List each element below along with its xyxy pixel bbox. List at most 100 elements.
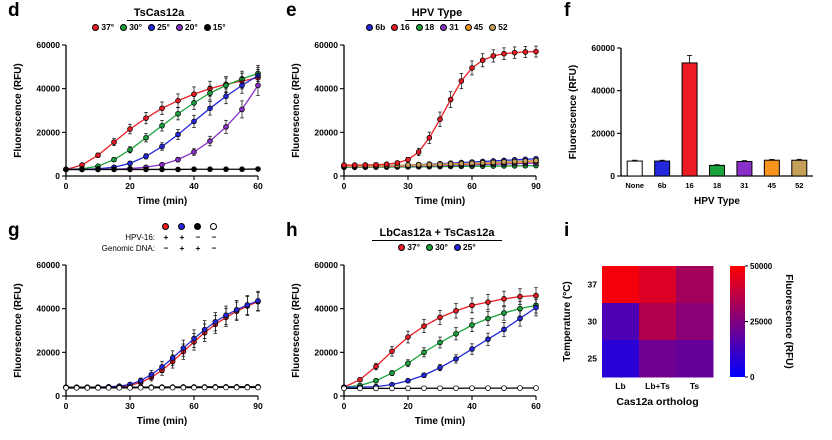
- data-point: [143, 115, 149, 121]
- legend-h: 37° 30° 25°: [320, 242, 554, 252]
- legend-marker-icon: [209, 223, 217, 231]
- data-point: [127, 160, 133, 167]
- legend-label: 16: [400, 22, 410, 32]
- heatmap-cell-25-ts: [676, 340, 714, 378]
- condition-value: +: [195, 243, 201, 254]
- data-point: [207, 105, 213, 112]
- data-point: [73, 385, 80, 391]
- data-point: [453, 308, 459, 314]
- data-point: [223, 384, 229, 391]
- data-point: [111, 156, 117, 163]
- panel-title-h: LbCas12a + TsCas12a: [372, 227, 502, 241]
- legend-marker-icon: [398, 244, 406, 251]
- data-point: [159, 161, 165, 168]
- data-point: [469, 322, 475, 328]
- data-point: [501, 385, 507, 391]
- data-point: [469, 65, 475, 71]
- data-point: [111, 139, 117, 145]
- data-point: [458, 78, 465, 84]
- data-point: [105, 385, 112, 391]
- data-point: [95, 385, 101, 391]
- y-axis-label: Fluorescence (RFU): [568, 65, 579, 159]
- data-point: [437, 314, 443, 321]
- data-point: [447, 161, 454, 167]
- y-tick-label: 20000: [314, 127, 338, 137]
- data-point: [501, 159, 507, 165]
- data-point: [148, 384, 155, 391]
- data-point: [191, 335, 197, 342]
- data-point: [415, 161, 422, 168]
- data-point: [437, 116, 443, 123]
- legend-marker-icon: [120, 24, 128, 31]
- y-tick-label: 40000: [314, 84, 338, 94]
- condition-value: +: [179, 243, 185, 254]
- panel-letter-i: i: [564, 220, 570, 241]
- data-point: [159, 105, 165, 112]
- x-tick-label: 45: [768, 181, 776, 190]
- data-point: [485, 315, 491, 322]
- data-point: [533, 304, 539, 311]
- condition-value: −: [163, 243, 169, 254]
- data-point: [191, 384, 197, 391]
- y-tick-label: 40000: [36, 304, 60, 314]
- data-point: [169, 384, 176, 391]
- panel-title-wrap-h: LbCas12a + TsCas12a: [320, 223, 554, 241]
- legend-marker-icon: [489, 24, 497, 31]
- condition-row-label: HPV-16:: [125, 232, 155, 242]
- heatmap-cell-37-lb-ts: [639, 266, 677, 304]
- data-point: [95, 152, 101, 159]
- legend-label: 30°: [129, 22, 143, 32]
- data-point: [79, 166, 85, 173]
- legend-marker-icon: [426, 244, 434, 251]
- legend-e: 6b 16 18 31 45 52: [320, 22, 554, 32]
- y-tick-label: 40000: [314, 304, 338, 314]
- y-axis-label: Fluorescence (RFU): [291, 63, 302, 157]
- data-point: [244, 384, 251, 391]
- heatmap-cell-25-lb: [602, 340, 640, 378]
- data-point: [137, 377, 144, 384]
- data-point: [458, 160, 465, 167]
- condition-row-label: Genomic DNA:: [101, 243, 155, 253]
- x-tick-label: 60: [253, 181, 263, 191]
- data-point: [437, 161, 443, 168]
- data-point: [223, 93, 229, 100]
- data-point: [389, 370, 395, 376]
- row-tick-label: 30: [588, 317, 598, 327]
- x-tick-label: 40: [189, 181, 199, 191]
- x-tick-label: 30: [125, 401, 135, 411]
- bar-45: [763, 159, 780, 177]
- data-point: [143, 134, 149, 141]
- condition-value: −: [211, 243, 217, 254]
- data-point: [485, 336, 491, 343]
- legend-marker-icon: [177, 223, 185, 231]
- legend-item-25: 25°: [148, 22, 170, 32]
- data-point: [511, 158, 518, 165]
- y-tick-label: 40000: [591, 86, 615, 96]
- data-point: [405, 360, 411, 367]
- data-point: [180, 384, 187, 391]
- data-point: [405, 377, 411, 384]
- legend-item-30: 30°: [426, 242, 448, 252]
- data-point: [517, 315, 523, 322]
- data-point: [421, 323, 427, 329]
- data-point: [405, 162, 411, 168]
- data-point: [84, 385, 91, 391]
- data-point: [394, 160, 401, 166]
- condition-legend: HPV-16: + + − − Genomic DNA: − + + −: [42, 221, 276, 254]
- x-tick-label: 0: [64, 181, 69, 191]
- legend-item-52: 52: [489, 22, 508, 32]
- x-tick-label: 0: [342, 401, 347, 411]
- data-point: [453, 356, 459, 362]
- y-tick-label: 0: [610, 171, 615, 181]
- data-point: [479, 159, 486, 166]
- x-tick-label: 6b: [658, 181, 667, 190]
- legend-marker-icon: [464, 24, 472, 31]
- legend-item-16: 16: [391, 22, 410, 32]
- data-point: [389, 385, 395, 392]
- data-point: [405, 334, 411, 340]
- series-hpv-16-gdna: [63, 291, 261, 391]
- y-tick-label: 0: [333, 171, 338, 181]
- colorbar-tick-label: 50000: [750, 262, 773, 271]
- data-point: [469, 302, 475, 309]
- data-point: [159, 166, 165, 173]
